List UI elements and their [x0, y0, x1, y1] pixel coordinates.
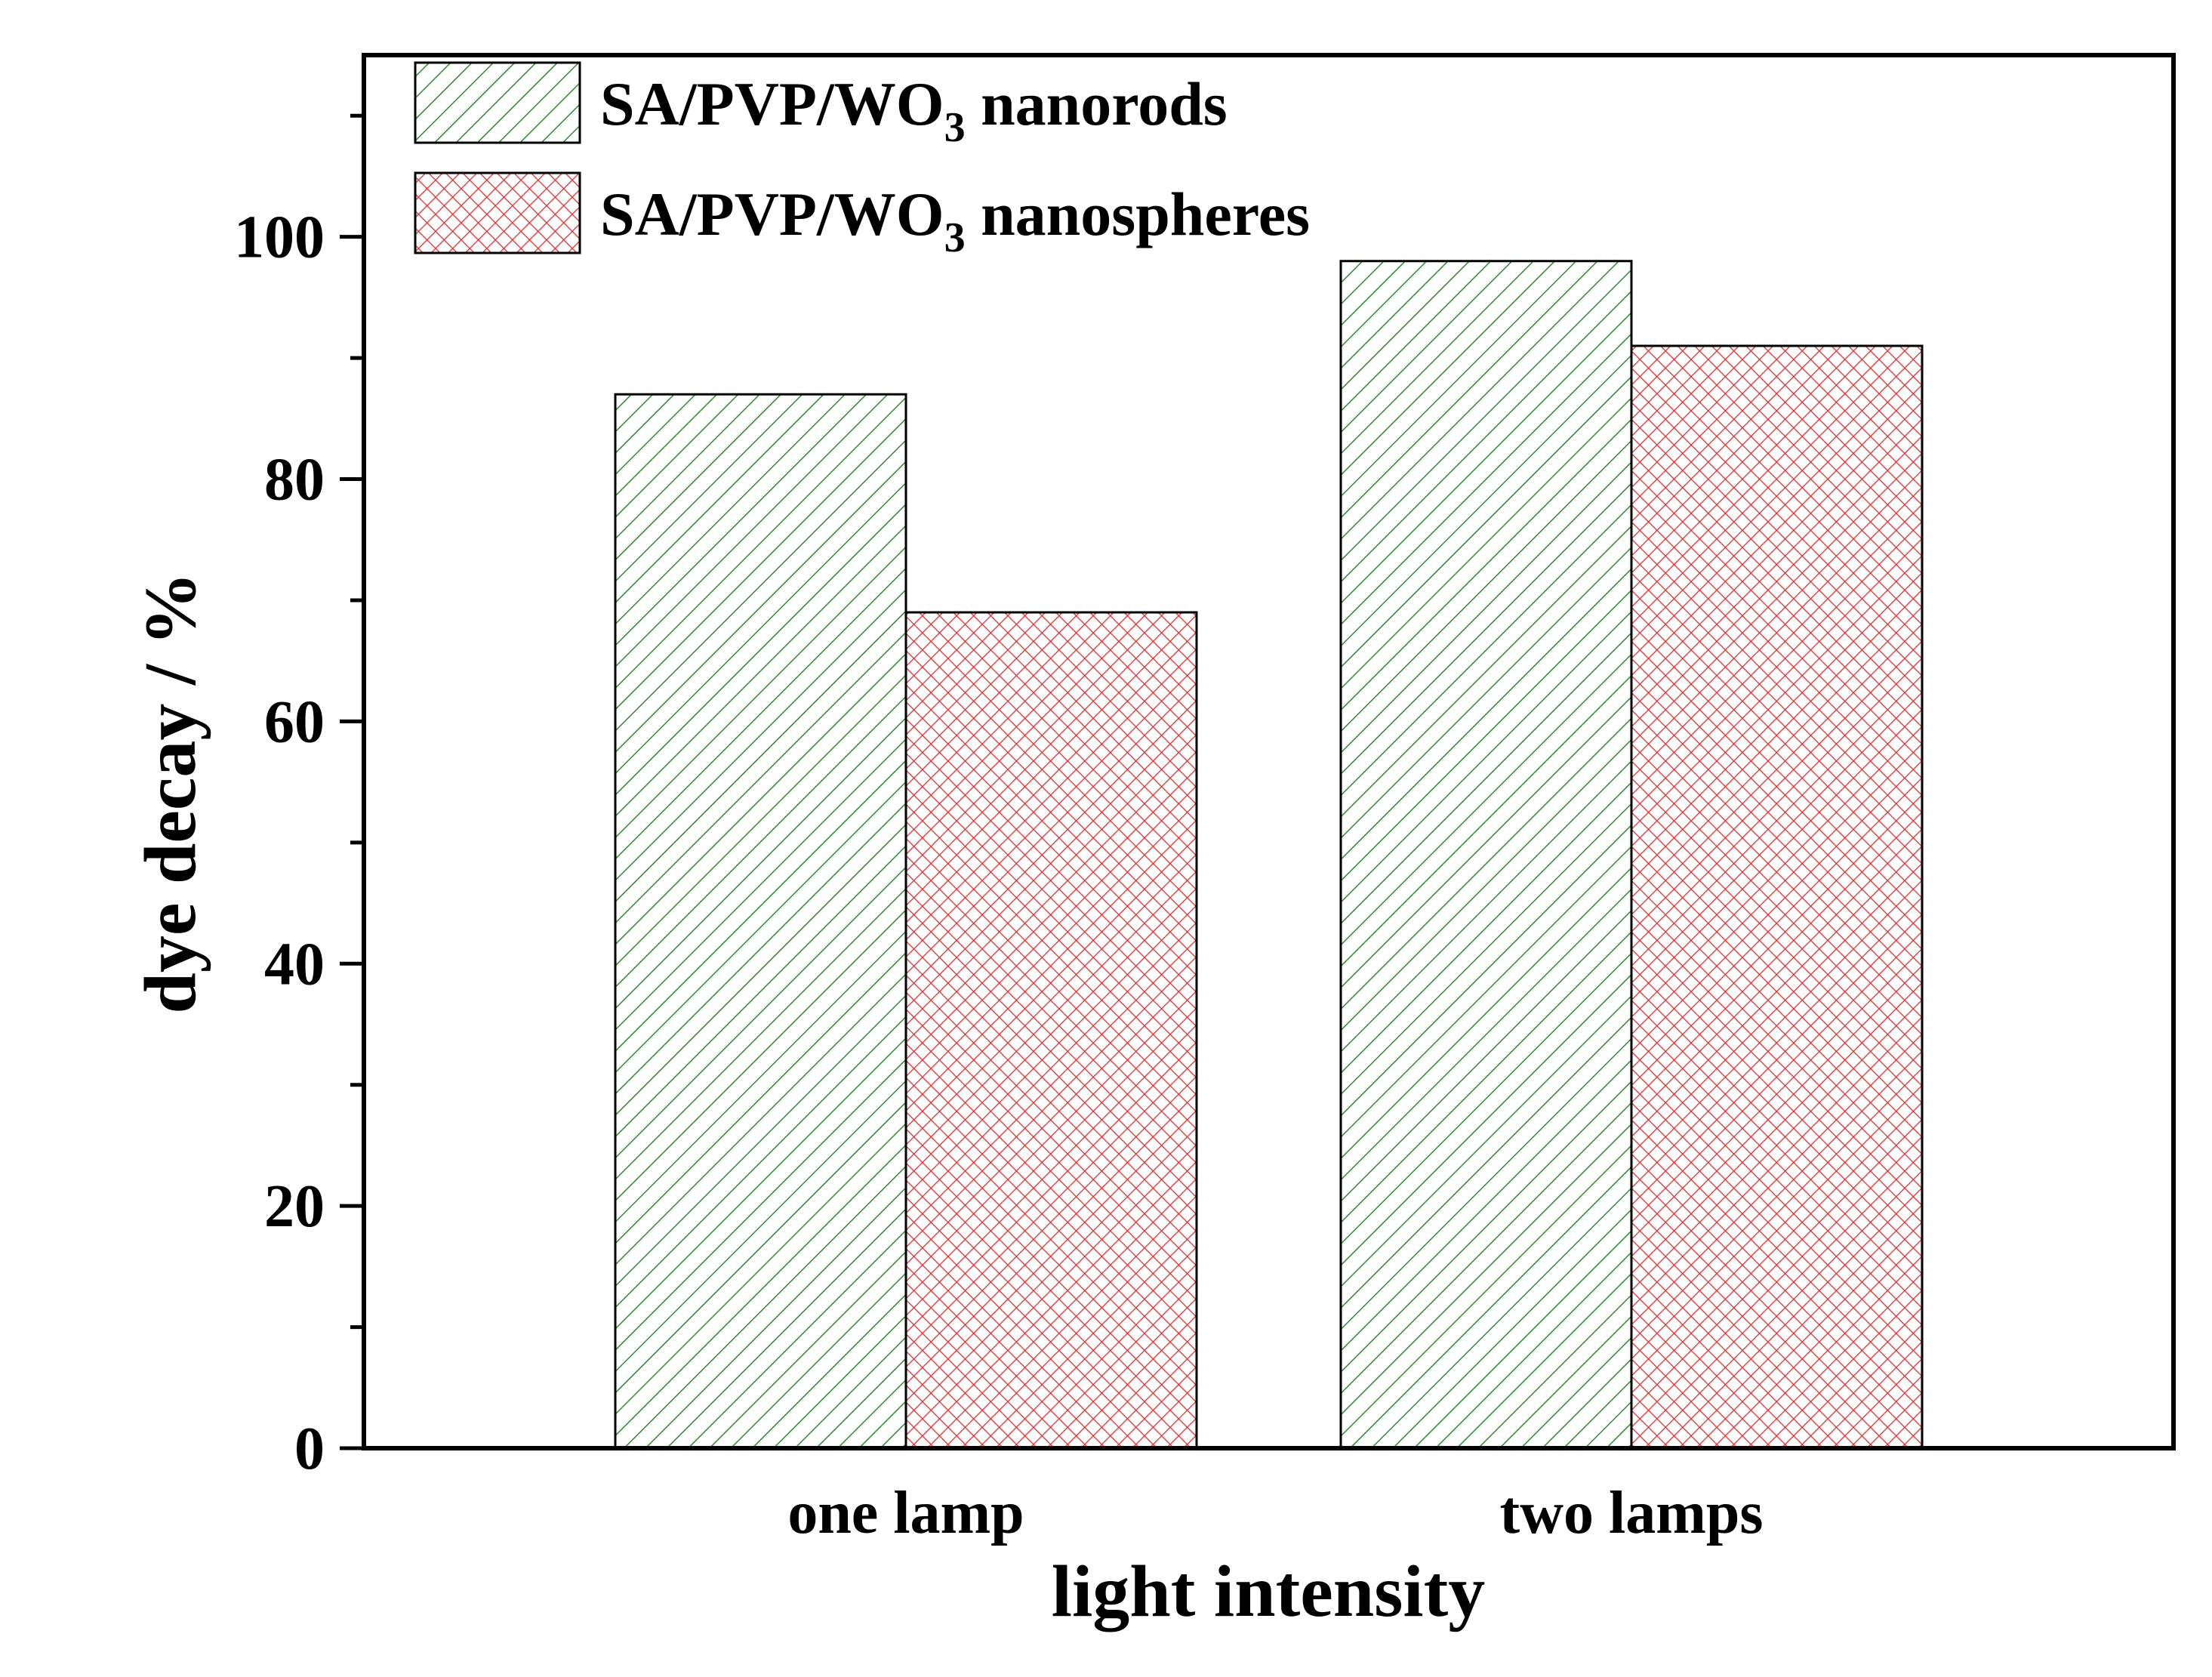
bar-nanospheres-one-lamp	[904, 611, 1198, 1450]
plot-frame	[362, 53, 2176, 1450]
x-axis-label: light intensity	[1052, 1551, 1485, 1632]
bar-nanorods-two-lamps	[1339, 260, 1633, 1450]
legend-item-nanospheres: SA/PVP/WO3 nanospheres	[414, 171, 1310, 261]
y-tick-label-40: 40	[264, 931, 325, 997]
bars-layer	[614, 260, 1924, 1450]
y-tick-label-60: 60	[264, 689, 325, 755]
y-tick-label-20: 20	[264, 1173, 325, 1240]
y-axis-label: dye decay / %	[130, 572, 211, 1013]
y-tick-labels: 0 20 40 60 80 100	[234, 205, 325, 1482]
y-tick-label-80: 80	[264, 447, 325, 513]
x-category-label-one-lamp: one lamp	[787, 1480, 1024, 1546]
x-category-label-two-lamps: two lamps	[1500, 1480, 1764, 1546]
x-category-labels: one lamp two lamps	[787, 1480, 1763, 1546]
legend: SA/PVP/WO3 nanorods SA/PVP/WO3 nanospher…	[414, 61, 1310, 261]
legend-item-nanorods: SA/PVP/WO3 nanorods	[414, 61, 1228, 151]
y-tick-label-100: 100	[234, 205, 325, 271]
bar-nanospheres-two-lamps	[1630, 344, 1924, 1450]
legend-label-nanospheres: SA/PVP/WO3 nanospheres	[600, 180, 1310, 261]
y-axis-ticks	[340, 113, 364, 1450]
y-tick-label-0: 0	[294, 1416, 325, 1482]
legend-swatch-nanorods	[414, 61, 581, 144]
bar-nanorods-one-lamp	[614, 393, 907, 1450]
legend-label-nanorods: SA/PVP/WO3 nanorods	[600, 69, 1228, 151]
legend-swatch-nanospheres	[414, 171, 581, 254]
